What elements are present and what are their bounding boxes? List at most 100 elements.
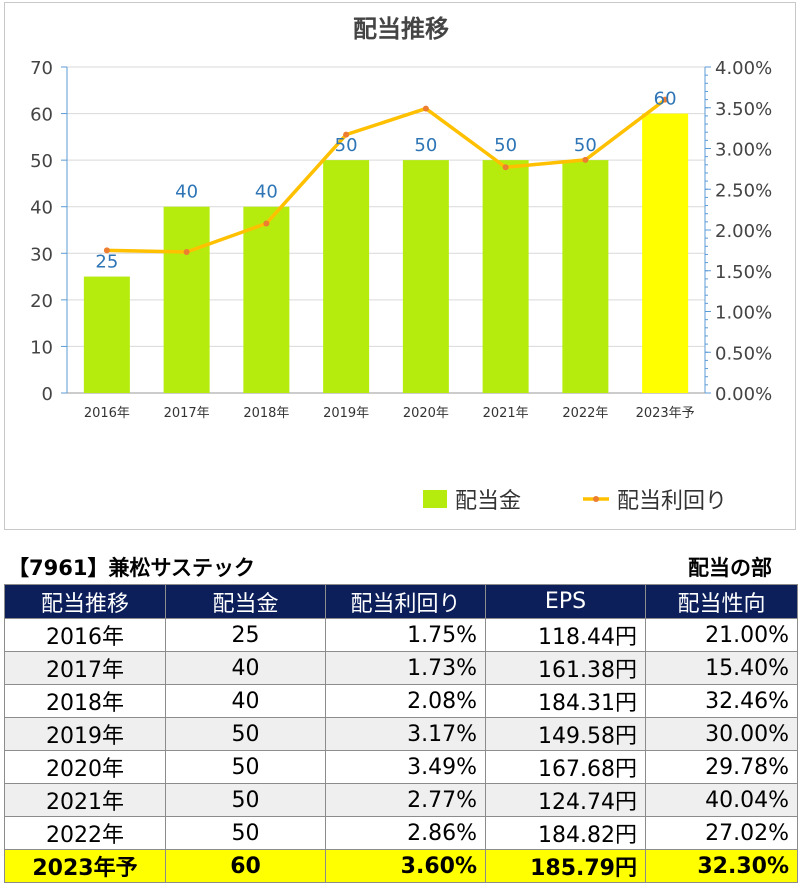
cell-dividend: 50	[165, 750, 326, 784]
table-row: 2020年 50 3.49% 167.68円 29.78%	[4, 750, 798, 784]
bar-2021年	[482, 160, 529, 393]
yield-point-2020年	[422, 105, 429, 112]
table-row: 2017年 40 1.73% 161.38円 15.40%	[4, 651, 798, 685]
cell-year: 2019年	[4, 717, 166, 751]
y-left-tick-label: 10	[30, 337, 53, 358]
chart-title: 配当推移	[353, 15, 449, 43]
cell-yield: 2.86%	[325, 816, 486, 850]
cell-year: 2016年	[4, 618, 166, 652]
bar-data-label: 40	[175, 182, 198, 203]
x-tick-label: 2021年	[483, 406, 529, 421]
cell-eps: 184.82円	[485, 816, 646, 850]
y-right-tick-label: 2.50%	[715, 180, 772, 201]
y-right-tick-label: 0.50%	[715, 343, 772, 364]
bar-data-label: 60	[654, 89, 677, 110]
header-year: 配当推移	[4, 584, 166, 619]
cell-year: 2021年	[4, 783, 166, 817]
cell-payout: 40.04%	[645, 783, 798, 817]
cell-eps: 161.38円	[485, 651, 646, 685]
bar-data-label: 50	[574, 135, 597, 156]
y-right-tick-label: 0.00%	[715, 384, 772, 405]
chart-panel: 配当推移 0 10 20 30 40 50 60 70 0.00% 0.50% 1.00% 1.50% 2…	[4, 2, 796, 530]
cell-yield: 3.17%	[325, 717, 486, 751]
bar-2023年予	[642, 113, 689, 394]
bar-data-label: 25	[95, 252, 118, 273]
cell-eps: 184.31円	[485, 684, 646, 718]
bar-2018年	[243, 206, 290, 393]
cell-yield: 2.77%	[325, 783, 486, 817]
cell-dividend: 50	[165, 816, 326, 850]
y-right-tick-label: 1.50%	[715, 262, 772, 283]
cell-yield: 1.75%	[325, 618, 486, 652]
cell-eps: 185.79円	[485, 849, 646, 883]
x-tick-label: 2016年	[84, 406, 130, 421]
bar-data-label: 50	[414, 135, 437, 156]
legend-line-marker	[593, 496, 599, 502]
y-right-tick-label: 4.00%	[715, 58, 772, 79]
header-eps: EPS	[485, 584, 646, 619]
dividend-table: 配当推移 配当金 配当利回り EPS 配当性向 2016年 25 1.75% 118.…	[4, 584, 798, 883]
cell-dividend: 50	[165, 783, 326, 817]
cell-year: 2018年	[4, 684, 166, 718]
cell-payout: 27.02%	[645, 816, 798, 850]
yield-point-2023年予	[662, 96, 669, 103]
cell-eps: 118.44円	[485, 618, 646, 652]
table-header-row: 配当推移 配当金 配当利回り EPS 配当性向	[4, 584, 798, 619]
cell-yield: 2.08%	[325, 684, 486, 718]
cell-eps: 167.68円	[485, 750, 646, 784]
cell-yield: 1.73%	[325, 651, 486, 685]
yield-point-2016年	[103, 247, 110, 254]
y-left-tick-label: 30	[30, 244, 53, 265]
cell-yield: 3.49%	[325, 750, 486, 784]
cell-dividend: 40	[165, 684, 326, 718]
x-tick-label: 2022年	[562, 406, 608, 421]
cell-dividend: 50	[165, 717, 326, 751]
cell-year: 2017年	[4, 651, 166, 685]
header-dividend: 配当金	[165, 584, 326, 619]
y-right-tick-label: 3.00%	[715, 140, 772, 161]
y-left-tick-label: 40	[30, 198, 53, 219]
bar-data-label: 40	[255, 182, 278, 203]
cell-eps: 124.74円	[485, 783, 646, 817]
company-title: 【7961】兼松サステック	[8, 556, 256, 580]
yield-line	[106, 98, 667, 254]
cell-payout: 30.00%	[645, 717, 798, 751]
table-row: 2018年 40 2.08% 184.31円 32.46%	[4, 684, 798, 718]
table-row: 2023年予 60 3.60% 185.79円 32.30%	[4, 849, 798, 883]
x-tick-label: 2018年	[243, 406, 289, 421]
bar-2017年	[163, 206, 210, 393]
bar-2016年	[83, 276, 130, 393]
yield-point-2022年	[582, 156, 589, 163]
header-payout: 配当性向	[645, 584, 798, 619]
cell-year: 2020年	[4, 750, 166, 784]
cell-payout: 32.46%	[645, 684, 798, 718]
cell-dividend: 40	[165, 651, 326, 685]
cell-dividend: 25	[165, 618, 326, 652]
cell-yield: 3.60%	[325, 849, 486, 883]
bar-2020年	[402, 160, 449, 393]
yield-point-2017年	[183, 249, 190, 256]
cell-payout: 15.40%	[645, 651, 798, 685]
x-tick-label: 2019年	[323, 406, 369, 421]
cell-year: 2023年予	[4, 849, 166, 883]
header-yield: 配当利回り	[325, 584, 486, 619]
bar-data-label: 50	[494, 135, 517, 156]
y-right-tick-label: 2.00%	[715, 221, 772, 242]
bar-2019年	[323, 160, 370, 393]
y-left-tick-label: 20	[30, 291, 53, 312]
x-tick-label: 2020年	[403, 406, 449, 421]
cell-year: 2022年	[4, 816, 166, 850]
y-right-tick-label: 1.00%	[715, 303, 772, 324]
cell-payout: 21.00%	[645, 618, 798, 652]
yield-point-2018年	[263, 220, 270, 227]
yield-point-2019年	[343, 131, 350, 138]
cell-payout: 32.30%	[645, 849, 798, 883]
bar-data-label: 50	[335, 135, 358, 156]
section-label: 配当の部	[688, 556, 772, 580]
table-row: 2019年 50 3.17% 149.58円 30.00%	[4, 717, 798, 751]
y-left-tick-label: 70	[30, 58, 53, 79]
y-left-tick-label: 50	[30, 151, 53, 172]
x-tick-label: 2023年予	[636, 406, 695, 421]
table-row: 2016年 25 1.75% 118.44円 21.00%	[4, 618, 798, 652]
yield-point-2021年	[502, 164, 509, 171]
